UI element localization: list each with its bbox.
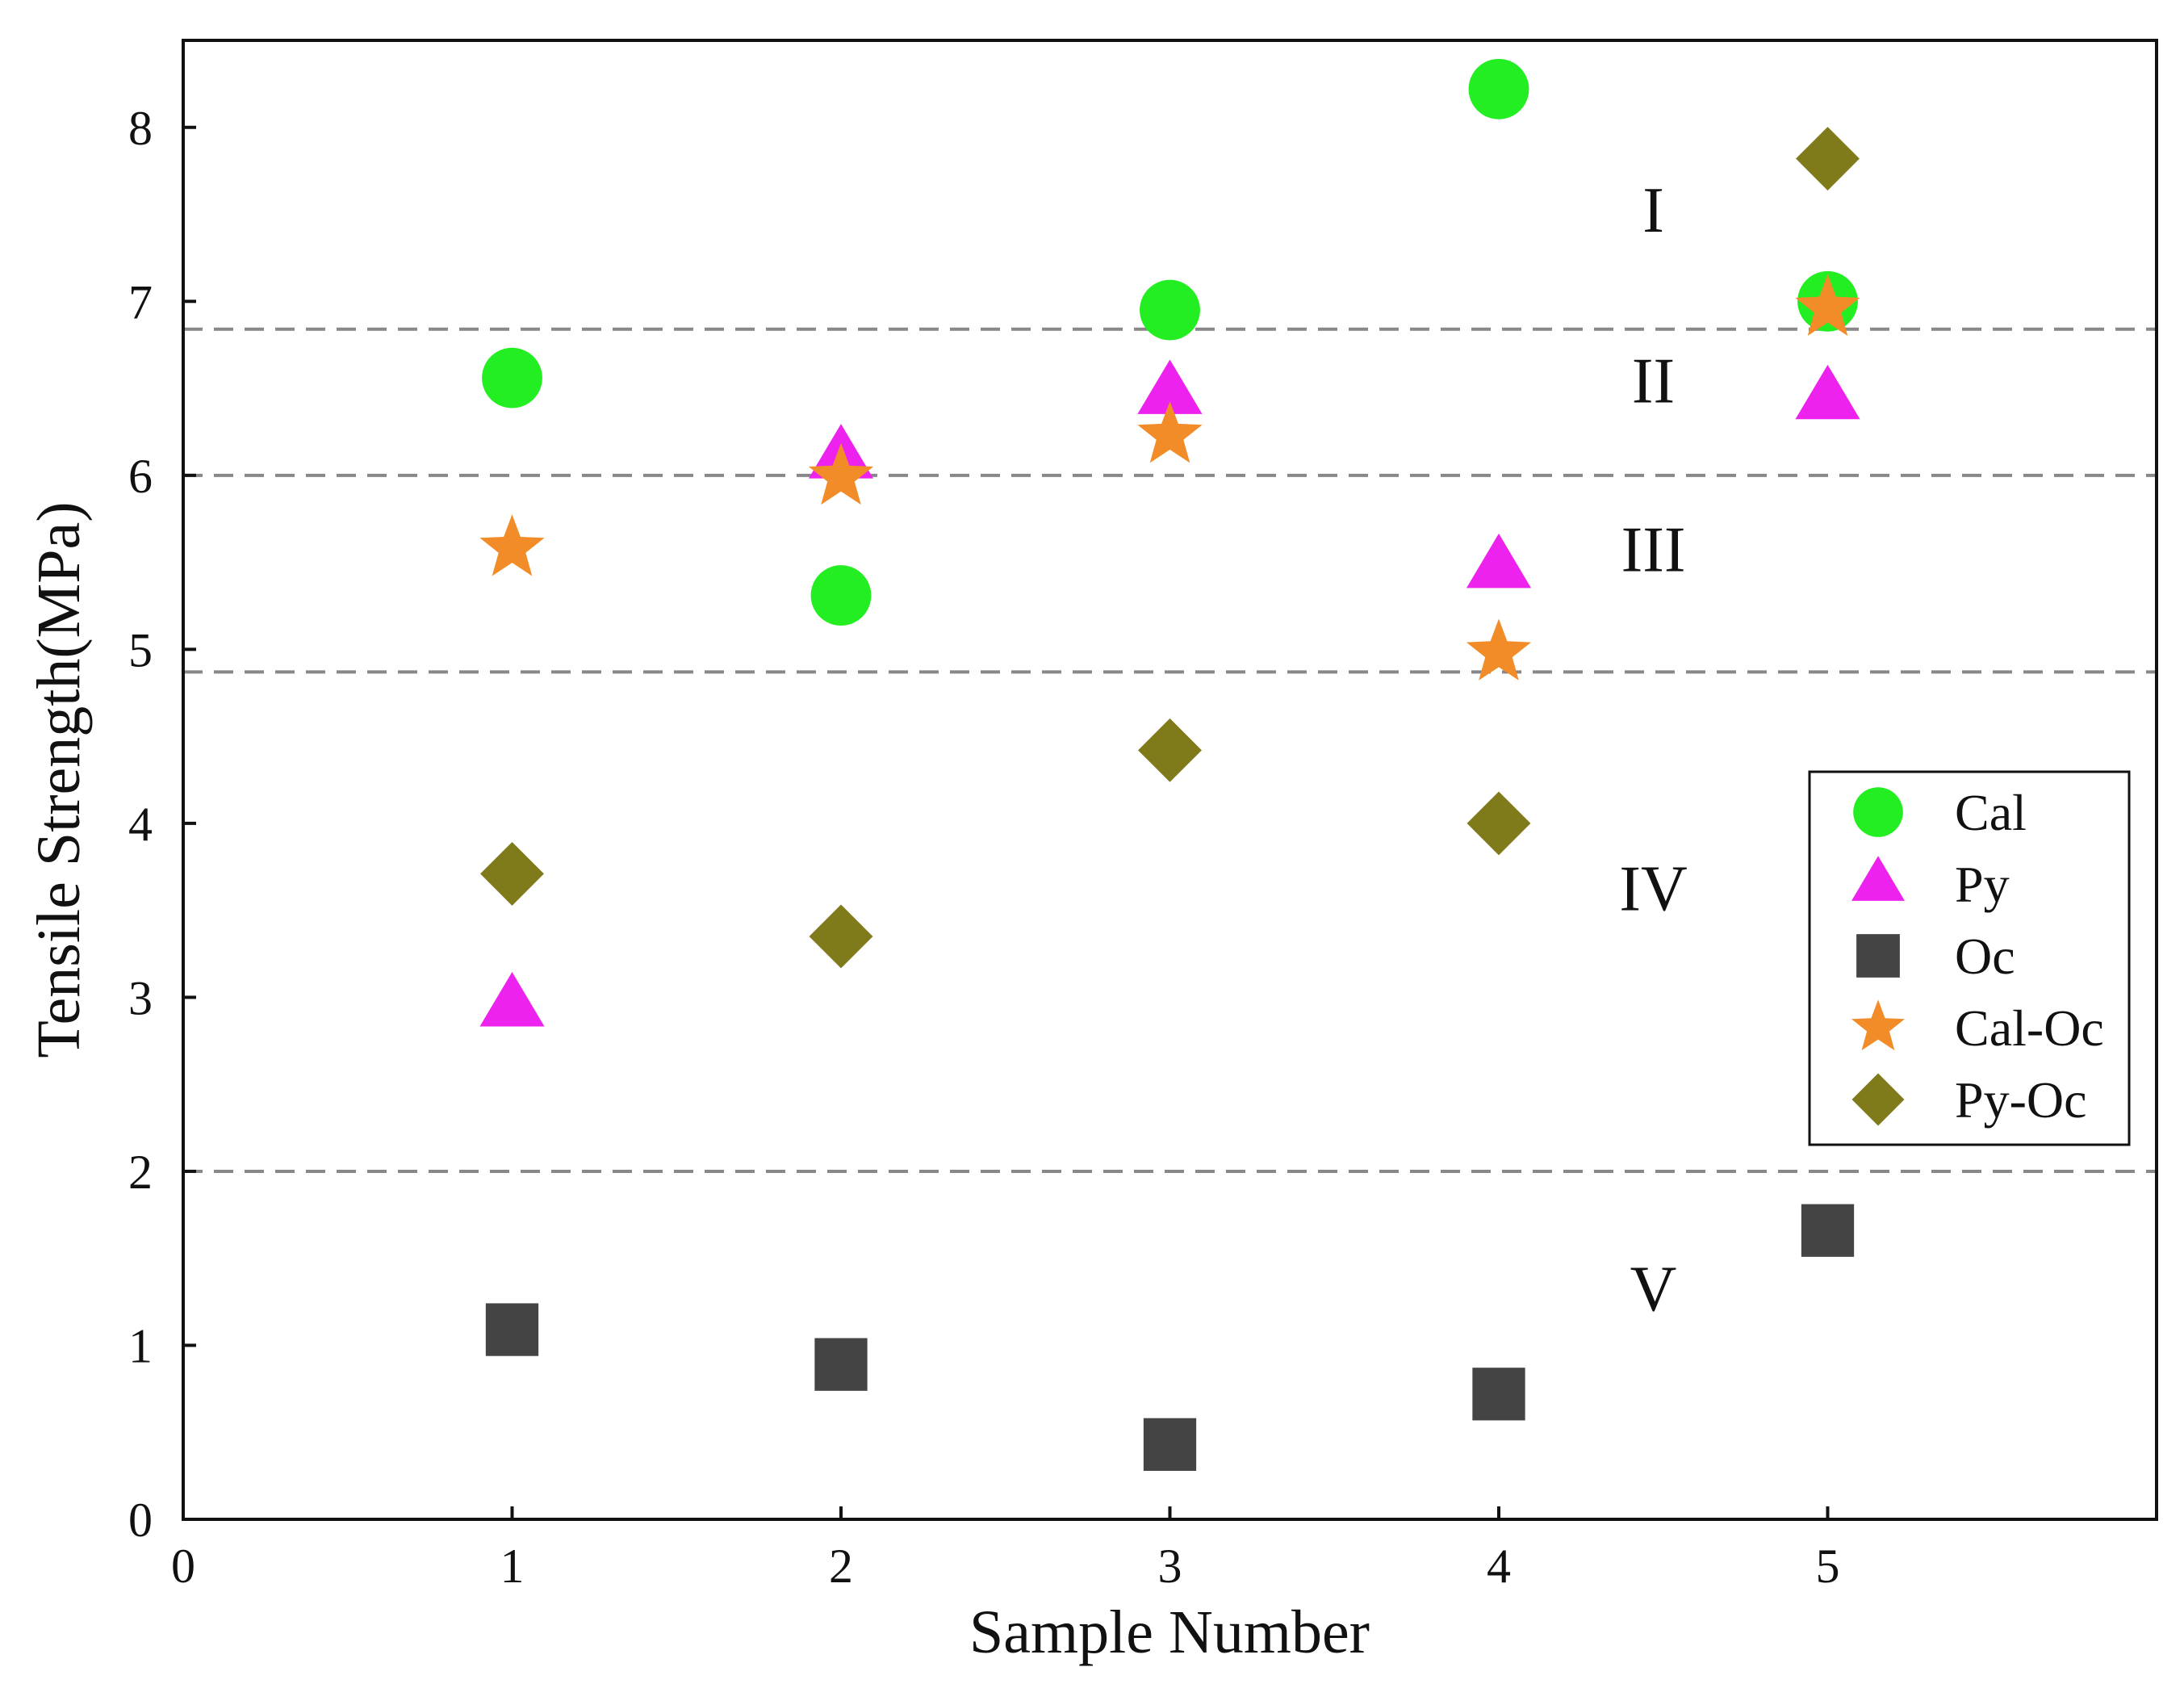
x-tick-label: 4 bbox=[1487, 1539, 1511, 1593]
region-label: IV bbox=[1619, 854, 1687, 925]
y-tick-label: 7 bbox=[128, 275, 153, 329]
legend-marker bbox=[1851, 1073, 1905, 1126]
data-points bbox=[479, 58, 1860, 1471]
point-oc bbox=[814, 1338, 868, 1391]
point-oc bbox=[485, 1303, 539, 1356]
x-tick-label: 3 bbox=[1158, 1539, 1182, 1593]
legend-marker bbox=[1853, 787, 1903, 837]
y-tick-label: 2 bbox=[128, 1146, 153, 1199]
legend-label: Oc bbox=[1955, 928, 2015, 985]
point-oc bbox=[1143, 1418, 1197, 1471]
legend-marker bbox=[1856, 934, 1900, 978]
point-py-oc bbox=[809, 904, 873, 969]
legend-marker bbox=[1851, 999, 1905, 1051]
point-cal-oc bbox=[1466, 618, 1532, 681]
point-py bbox=[1466, 533, 1532, 589]
point-cal bbox=[810, 565, 872, 626]
point-cal bbox=[1140, 279, 1200, 341]
region-label: I bbox=[1642, 175, 1664, 246]
region-label: V bbox=[1630, 1254, 1677, 1325]
axis-ticks: 0 1 2 3 4 5 0 1 2 3 4 5 6 7 8 bbox=[128, 102, 1840, 1593]
point-oc bbox=[1801, 1204, 1855, 1257]
series-py bbox=[479, 359, 1860, 1027]
point-cal-oc bbox=[1795, 274, 1860, 336]
series-cal bbox=[482, 58, 1858, 626]
x-tick-label: 2 bbox=[829, 1539, 853, 1593]
legend: Cal Py Oc Cal-Oc Py-Oc bbox=[1808, 770, 2131, 1146]
point-oc bbox=[1472, 1368, 1525, 1421]
y-tick-label: 6 bbox=[128, 450, 153, 503]
legend-label: Cal-Oc bbox=[1955, 999, 2104, 1057]
point-cal bbox=[1468, 58, 1529, 119]
y-tick-label: 8 bbox=[128, 102, 153, 155]
legend-label: Py bbox=[1955, 856, 2010, 913]
region-label: III bbox=[1621, 514, 1686, 585]
y-tick-label: 0 bbox=[128, 1493, 153, 1547]
series-cal-oc bbox=[479, 274, 1860, 681]
x-tick-label: 1 bbox=[500, 1539, 525, 1593]
point-cal-oc bbox=[808, 442, 874, 505]
series-py-oc bbox=[480, 127, 1860, 969]
region-label: II bbox=[1632, 346, 1675, 417]
legend-marker bbox=[1851, 856, 1905, 901]
y-axis-title: Tensile Strength(MPa) bbox=[25, 501, 93, 1058]
point-py bbox=[1137, 359, 1203, 414]
point-py bbox=[1795, 364, 1860, 420]
point-cal-oc bbox=[1137, 401, 1203, 463]
x-tick-label: 0 bbox=[171, 1539, 195, 1593]
point-cal bbox=[482, 347, 542, 408]
point-py bbox=[479, 972, 545, 1027]
point-py-oc bbox=[1796, 127, 1860, 191]
y-tick-label: 3 bbox=[128, 971, 153, 1024]
x-axis-title: Sample Number bbox=[969, 1598, 1370, 1666]
y-tick-label: 1 bbox=[128, 1319, 153, 1372]
x-tick-label: 5 bbox=[1816, 1539, 1840, 1593]
point-py-oc bbox=[480, 841, 544, 906]
y-tick-label: 4 bbox=[128, 798, 153, 851]
y-tick-label: 5 bbox=[128, 623, 153, 677]
point-py-oc bbox=[1138, 718, 1202, 782]
legend-label: Py-Oc bbox=[1955, 1071, 2087, 1129]
point-cal-oc bbox=[479, 514, 545, 576]
point-py-oc bbox=[1466, 791, 1531, 856]
series-oc bbox=[485, 1204, 1855, 1471]
legend-label: Cal bbox=[1955, 784, 2027, 841]
